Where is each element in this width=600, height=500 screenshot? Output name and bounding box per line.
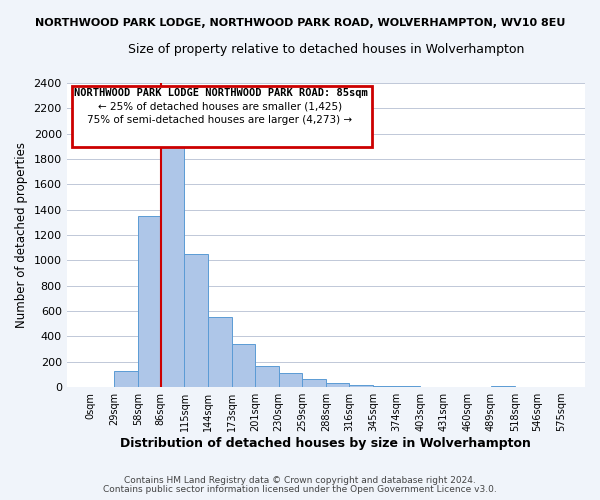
Y-axis label: Number of detached properties: Number of detached properties [15, 142, 28, 328]
Bar [491, 386, 515, 387]
FancyBboxPatch shape [72, 86, 373, 147]
Text: NORTHWOOD PARK LODGE, NORTHWOOD PARK ROAD, WOLVERHAMPTON, WV10 8EU: NORTHWOOD PARK LODGE, NORTHWOOD PARK ROA… [35, 18, 565, 28]
Bar [114, 371, 138, 387]
Bar [255, 366, 279, 387]
Bar [208, 318, 232, 387]
Bar [302, 380, 326, 387]
Bar [232, 344, 255, 387]
Text: ← 25% of detached houses are smaller (1,425): ← 25% of detached houses are smaller (1,… [98, 102, 341, 112]
Text: Contains public sector information licensed under the Open Government Licence v3: Contains public sector information licen… [103, 484, 497, 494]
Bar [349, 384, 373, 387]
Text: Contains HM Land Registry data © Crown copyright and database right 2024.: Contains HM Land Registry data © Crown c… [124, 476, 476, 485]
Bar [373, 386, 397, 387]
Bar [397, 386, 421, 387]
X-axis label: Distribution of detached houses by size in Wolverhampton: Distribution of detached houses by size … [121, 437, 531, 450]
Bar [161, 146, 184, 387]
Bar [326, 384, 349, 387]
Bar [184, 254, 208, 387]
Text: NORTHWOOD PARK LODGE NORTHWOOD PARK ROAD: 85sqm: NORTHWOOD PARK LODGE NORTHWOOD PARK ROAD… [74, 88, 368, 98]
Title: Size of property relative to detached houses in Wolverhampton: Size of property relative to detached ho… [128, 42, 524, 56]
Bar [138, 216, 161, 387]
Text: 75% of semi-detached houses are larger (4,273) →: 75% of semi-detached houses are larger (… [87, 115, 352, 125]
Bar [279, 373, 302, 387]
